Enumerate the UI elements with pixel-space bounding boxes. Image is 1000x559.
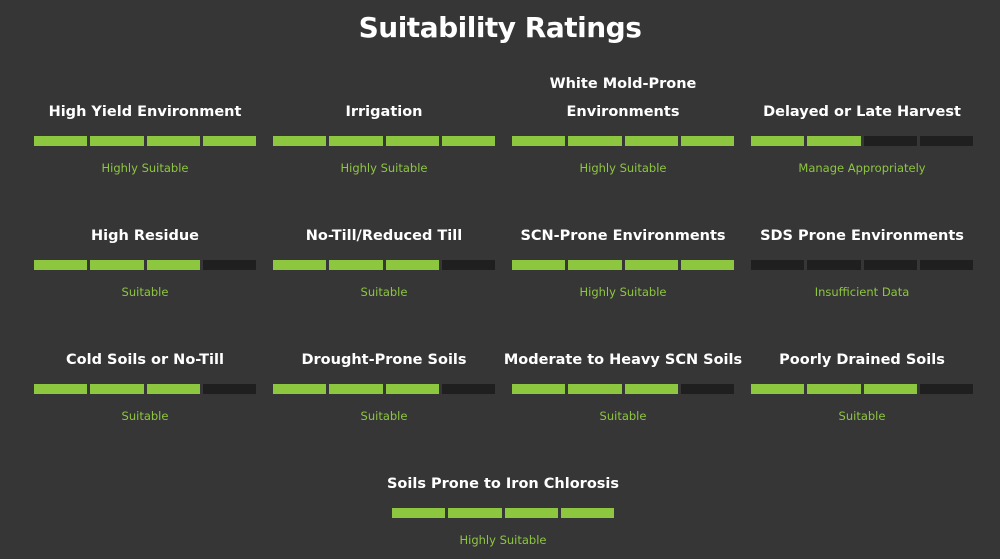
rating-segment-filled — [560, 508, 614, 518]
rating-segment-filled — [624, 136, 678, 146]
rating-bar — [34, 136, 256, 146]
rating-label: Highly Suitable — [459, 533, 547, 547]
rating-segment-empty — [807, 260, 861, 270]
rating-segment-filled — [807, 384, 861, 394]
rating-segment-filled — [392, 508, 446, 518]
rating-segment-filled — [273, 384, 327, 394]
rating-card-title: Irrigation — [345, 104, 423, 120]
rating-segment-filled — [202, 136, 256, 146]
rating-segment-filled — [751, 136, 805, 146]
rating-bar — [34, 260, 256, 270]
rating-segment-empty — [863, 136, 917, 146]
rating-segment-filled — [34, 260, 88, 270]
rating-card-title: Moderate to Heavy SCN Soils — [503, 352, 743, 368]
rating-bar — [512, 384, 734, 394]
rating-card-title: Soils Prone to Iron Chlorosis — [386, 476, 620, 492]
rating-segment-empty — [919, 136, 973, 146]
rating-segment-filled — [385, 260, 439, 270]
rating-bar — [751, 384, 973, 394]
rating-bar — [273, 260, 495, 270]
rating-segment-filled — [512, 136, 566, 146]
rating-segment-empty — [680, 384, 734, 394]
rating-label: Highly Suitable — [579, 161, 667, 175]
rating-segment-filled — [680, 136, 734, 146]
rating-card-title: White Mold-Prone Environments — [549, 76, 697, 120]
rating-label: Highly Suitable — [101, 161, 189, 175]
rating-card-title: Delayed or Late Harvest — [763, 104, 961, 120]
rating-segment-filled — [146, 136, 200, 146]
rating-label: Suitable — [121, 285, 169, 299]
rating-card-title: Poorly Drained Soils — [779, 352, 945, 368]
rating-segment-filled — [751, 384, 805, 394]
rating-segment-empty — [919, 384, 973, 394]
rating-label: Suitable — [121, 409, 169, 423]
rating-card-title: High Yield Environment — [48, 104, 242, 120]
rating-label: Suitable — [360, 409, 408, 423]
rating-segment-empty — [441, 384, 495, 394]
rating-label: Suitable — [838, 409, 886, 423]
rating-segment-empty — [202, 260, 256, 270]
rating-segment-filled — [448, 508, 502, 518]
rating-segment-filled — [34, 136, 88, 146]
rating-segment-filled — [34, 384, 88, 394]
rating-label: Suitable — [599, 409, 647, 423]
rating-segment-filled — [329, 384, 383, 394]
rating-segment-filled — [624, 384, 678, 394]
page-title: Suitability Ratings — [358, 11, 642, 44]
rating-segment-filled — [146, 384, 200, 394]
rating-segment-filled — [146, 260, 200, 270]
rating-card-title: Drought-Prone Soils — [301, 352, 467, 368]
rating-segment-filled — [504, 508, 558, 518]
rating-segment-filled — [441, 136, 495, 146]
rating-label: Highly Suitable — [340, 161, 428, 175]
rating-bar — [392, 508, 614, 518]
rating-card-title: SDS Prone Environments — [760, 228, 964, 244]
rating-segment-filled — [624, 260, 678, 270]
rating-card-title: SCN-Prone Environments — [520, 228, 726, 244]
rating-label: Suitable — [360, 285, 408, 299]
rating-segment-filled — [807, 136, 861, 146]
rating-segment-filled — [512, 260, 566, 270]
rating-segment-filled — [90, 260, 144, 270]
rating-bar — [273, 136, 495, 146]
rating-segment-filled — [680, 260, 734, 270]
rating-segment-filled — [385, 384, 439, 394]
rating-bar — [512, 260, 734, 270]
rating-label: Manage Appropriately — [798, 161, 926, 175]
rating-segment-filled — [329, 136, 383, 146]
rating-segment-filled — [568, 260, 622, 270]
rating-segment-filled — [568, 384, 622, 394]
rating-segment-filled — [568, 136, 622, 146]
rating-card-title: Cold Soils or No-Till — [66, 352, 224, 368]
rating-segment-empty — [202, 384, 256, 394]
rating-segment-empty — [863, 260, 917, 270]
rating-label: Highly Suitable — [579, 285, 667, 299]
rating-segment-filled — [329, 260, 383, 270]
rating-bar — [273, 384, 495, 394]
rating-card-title: No-Till/Reduced Till — [305, 228, 463, 244]
rating-bar — [751, 136, 973, 146]
rating-segment-filled — [90, 384, 144, 394]
rating-segment-filled — [863, 384, 917, 394]
rating-bar — [512, 136, 734, 146]
rating-card-title: High Residue — [91, 228, 199, 244]
rating-segment-empty — [919, 260, 973, 270]
rating-label: Insufficient Data — [814, 285, 910, 299]
rating-bar — [751, 260, 973, 270]
rating-segment-empty — [441, 260, 495, 270]
rating-segment-empty — [751, 260, 805, 270]
rating-segment-filled — [273, 260, 327, 270]
rating-segment-filled — [512, 384, 566, 394]
rating-segment-filled — [90, 136, 144, 146]
rating-bar — [34, 384, 256, 394]
rating-segment-filled — [385, 136, 439, 146]
rating-segment-filled — [273, 136, 327, 146]
